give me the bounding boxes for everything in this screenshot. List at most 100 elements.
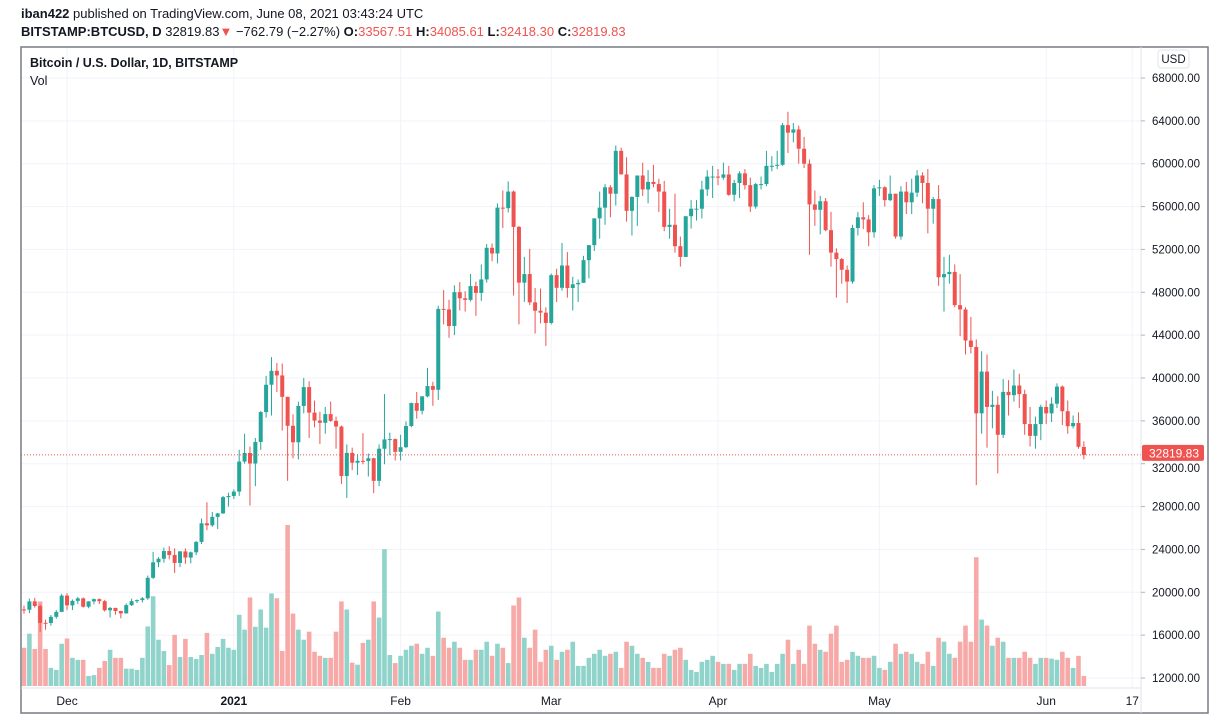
volume-bar xyxy=(565,649,570,686)
volume-bar xyxy=(296,629,301,686)
x-tick-label: Feb xyxy=(390,694,411,708)
volume-bar xyxy=(43,648,48,686)
candle-body xyxy=(269,370,274,385)
volume-bar xyxy=(699,661,705,686)
y-tick-label: 60000.00 xyxy=(1152,159,1200,171)
candle-body xyxy=(791,129,796,133)
candle-body xyxy=(958,305,963,310)
volume-bar xyxy=(1000,641,1006,686)
volume-bar xyxy=(930,665,936,686)
last-price: 32819.83 xyxy=(165,24,220,39)
author[interactable]: iban422 xyxy=(21,6,70,21)
volume-bar xyxy=(683,659,689,686)
candle-body xyxy=(118,611,123,614)
volume-bar xyxy=(75,659,81,686)
x-tick-label: Jun xyxy=(1037,694,1056,708)
candle-body xyxy=(586,245,591,261)
volume-bar xyxy=(635,653,640,686)
candle-body xyxy=(570,284,575,288)
candle-body xyxy=(124,605,129,614)
candle-body xyxy=(183,551,188,558)
candle-body xyxy=(247,453,252,464)
volume-bar xyxy=(263,627,269,686)
candle-body xyxy=(382,439,387,449)
candle-body xyxy=(1022,394,1027,425)
y-tick-label: 16000.00 xyxy=(1152,630,1200,642)
candle-body xyxy=(70,600,75,606)
volume-bar xyxy=(904,651,909,686)
candle-body xyxy=(764,165,769,185)
volume-bar xyxy=(86,675,91,686)
volume-bar xyxy=(484,641,489,686)
y-tick-label: 40000.00 xyxy=(1152,373,1200,385)
candle-body xyxy=(909,192,914,203)
volume-bar xyxy=(575,665,581,686)
volume-bar xyxy=(990,645,995,686)
candle-body xyxy=(215,513,220,517)
volume-bar xyxy=(156,639,161,686)
candle-body xyxy=(543,312,548,323)
volume-bar xyxy=(688,669,694,686)
candle-body xyxy=(339,426,344,477)
candle-body xyxy=(613,150,618,194)
volume-bar xyxy=(952,657,958,686)
candle-body xyxy=(866,219,871,233)
volume-bar xyxy=(936,637,941,686)
candle-body xyxy=(323,414,328,423)
volume-bar xyxy=(613,651,619,686)
candle-body xyxy=(178,551,183,563)
volume-bar xyxy=(1006,657,1011,686)
y-tick-label: 64000.00 xyxy=(1152,116,1200,128)
candle-body xyxy=(646,181,651,190)
candle-body xyxy=(366,458,371,462)
volume-bar xyxy=(145,626,151,686)
volume-bar xyxy=(656,667,662,686)
candle-body xyxy=(802,148,807,164)
volume-bar xyxy=(914,661,920,686)
volume-bar xyxy=(957,641,963,686)
candle-body xyxy=(161,551,166,559)
volume-bar xyxy=(1081,675,1087,686)
volume-bar xyxy=(183,638,188,686)
candle-body xyxy=(527,274,532,303)
volume-bar xyxy=(392,663,398,686)
volume-bar xyxy=(382,549,387,686)
y-tick-label: 68000.00 xyxy=(1152,73,1200,85)
volume-bar xyxy=(947,653,952,686)
candle-body xyxy=(484,247,489,280)
open-label: O: xyxy=(343,24,359,39)
candle-body xyxy=(694,208,699,210)
candle-body xyxy=(108,607,113,611)
candle-body xyxy=(237,461,242,492)
candle-body xyxy=(995,404,1000,435)
candle-body xyxy=(1049,403,1054,414)
candle-body xyxy=(624,174,629,211)
candle-body xyxy=(328,414,333,421)
volume-bar xyxy=(301,639,307,686)
candle-body xyxy=(716,176,721,178)
volume-bar xyxy=(807,625,812,686)
candle-body xyxy=(807,163,812,205)
candle-body xyxy=(134,600,139,602)
candle-body xyxy=(839,259,844,270)
candle-body xyxy=(737,173,742,183)
candle-body xyxy=(301,387,306,406)
candle-body xyxy=(775,164,780,166)
volume-bar xyxy=(59,643,64,686)
candle-body xyxy=(145,577,150,599)
volume-bar xyxy=(785,639,791,686)
candle-body xyxy=(689,208,694,217)
volume-bar xyxy=(855,655,861,686)
candle-body xyxy=(463,298,468,300)
volume-bar xyxy=(1022,651,1027,686)
volume-bar xyxy=(355,664,360,686)
y-tick-label: 48000.00 xyxy=(1152,287,1200,299)
volume-bar xyxy=(1070,667,1076,686)
volume-bar xyxy=(645,661,651,686)
candle-body xyxy=(522,274,527,283)
candle-body xyxy=(683,216,688,257)
candle-body xyxy=(447,309,452,327)
volume-bar xyxy=(371,601,376,686)
volume-bar xyxy=(570,641,576,686)
